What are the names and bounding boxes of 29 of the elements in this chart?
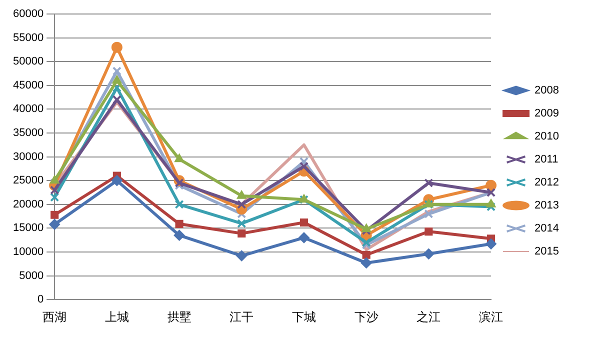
x-tick-label: 下沙	[354, 310, 378, 324]
legend-label: 2010	[534, 130, 560, 143]
legend-label: 2015	[534, 246, 560, 258]
y-tick-label: 30000	[12, 150, 44, 163]
x-tick-label: 下城	[292, 310, 316, 324]
x-tick-label: 滨江	[479, 310, 504, 324]
x-tick-label: 拱墅	[167, 310, 192, 324]
legend-label: 2013	[534, 200, 560, 212]
legend-label: 2009	[534, 108, 560, 120]
y-tick-label: 10000	[12, 246, 44, 258]
x-tick-label: 上城	[104, 310, 129, 324]
y-tick-label: 60000	[12, 8, 44, 20]
y-tick-label: 20000	[12, 198, 44, 210]
y-tick-label: 40000	[12, 103, 44, 116]
x-tick-label: 之江	[416, 310, 441, 324]
x-tick-label: 江干	[230, 310, 254, 324]
x-tick-label: 西湖	[42, 310, 67, 324]
y-tick-label: 0	[37, 294, 44, 306]
y-tick-label: 45000	[12, 79, 44, 92]
legend-label: 2008	[534, 84, 560, 97]
y-tick-label: 50000	[12, 56, 44, 68]
legend-label: 2012	[534, 176, 560, 189]
legend-label: 2014	[534, 222, 560, 235]
y-tick-label: 35000	[12, 127, 44, 140]
y-tick-label: 15000	[12, 222, 44, 234]
y-tick-label: 55000	[12, 32, 44, 44]
y-tick-label: 25000	[12, 174, 44, 187]
legend-label: 2011	[534, 154, 558, 166]
y-tick-label: 5000	[19, 270, 44, 282]
